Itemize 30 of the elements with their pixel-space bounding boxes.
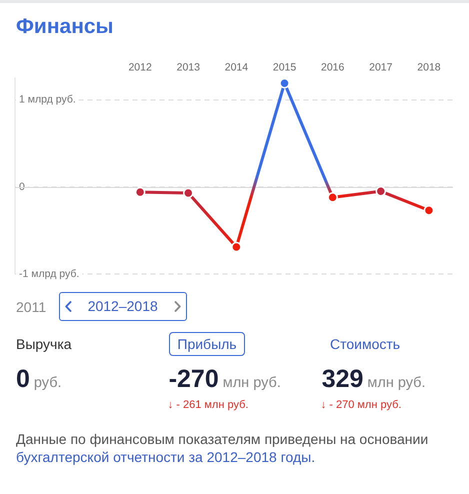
text: 2011 (16, 298, 46, 316)
x-tick-label: 2015 (272, 62, 296, 74)
text: ↓ - 270 млн руб. (320, 398, 402, 412)
x-tick-label: 2018 (417, 62, 441, 74)
text: Выручка (16, 335, 72, 354)
y-tick-label: -1 млрд руб. (19, 268, 80, 280)
text: Стоимость (330, 335, 400, 354)
point (376, 186, 386, 196)
x-tick-label: 2013 (176, 62, 200, 74)
text: ↓ - 261 млн руб. (168, 398, 248, 412)
text: Прибыль (177, 336, 237, 352)
x-tick-label: 2014 (224, 62, 248, 74)
text: руб. (34, 375, 62, 391)
text: млн руб. (367, 375, 426, 391)
x-tick-label: 2012 (128, 62, 152, 74)
text: Данные по финансовым показателям приведены на основании (16, 431, 428, 447)
text: бухгалтерской отчетности за 2012–2018 годы. (16, 449, 316, 466)
point (424, 205, 434, 216)
point (134, 186, 146, 198)
text: 329 (322, 365, 364, 393)
point (327, 192, 338, 203)
y-tick-label: 1 млрд руб. (19, 94, 76, 106)
x-tick-label: 2017 (369, 62, 393, 74)
point (231, 242, 242, 252)
x-tick-label: 2016 (320, 62, 345, 74)
text: 2012–2018 (88, 297, 158, 316)
text: -270 (168, 365, 219, 393)
point (183, 188, 194, 198)
text: млн руб. (222, 375, 281, 391)
chart-title: Финансы (16, 14, 114, 40)
